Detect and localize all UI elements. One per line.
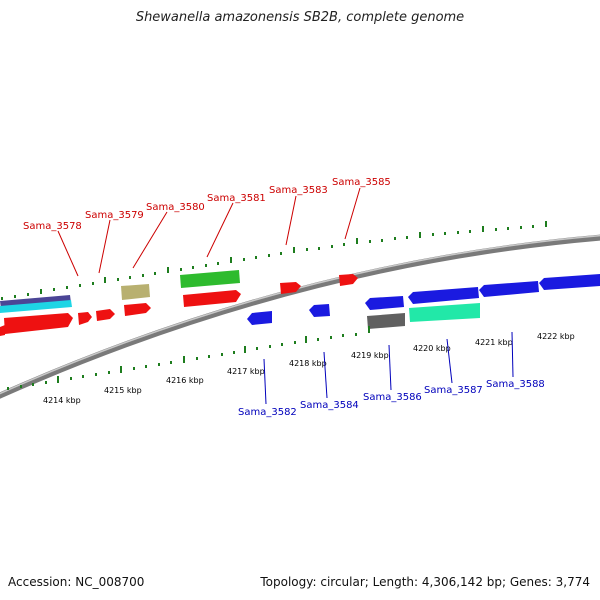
leader-line <box>57 230 79 277</box>
gene-label-sama-3584[interactable]: Sama_3584 <box>300 400 359 411</box>
gene-label-sama-3588[interactable]: Sama_3588 <box>486 379 545 390</box>
kbp-label: 4216 kbp <box>166 376 204 385</box>
gene-arrow[interactable] <box>339 274 358 286</box>
gene-label-sama-3586[interactable]: Sama_3586 <box>363 392 422 403</box>
gene-label-sama-3579[interactable]: Sama_3579 <box>85 210 144 221</box>
gene-label-sama-3582[interactable]: Sama_3582 <box>238 407 297 418</box>
leader-line <box>263 358 267 405</box>
gene-label-sama-3587[interactable]: Sama_3587 <box>424 385 483 396</box>
gene-label-sama-3581[interactable]: Sama_3581 <box>207 193 266 204</box>
gene-arrow[interactable] <box>247 311 272 325</box>
gene-arrow[interactable] <box>280 282 301 294</box>
gene-arrow[interactable] <box>4 313 73 334</box>
leader-line <box>388 344 392 391</box>
genome-summary-text: Topology: circular; Length: 4,306,142 bp… <box>260 575 590 589</box>
gene-label-sama-3580[interactable]: Sama_3580 <box>146 202 205 213</box>
gene-arrow[interactable] <box>0 300 72 313</box>
map-title: Shewanella amazonensis SB2B, complete ge… <box>135 10 465 25</box>
gene-arrow[interactable] <box>367 313 405 329</box>
kbp-label: 4218 kbp <box>289 359 327 368</box>
gene-label-sama-3585[interactable]: Sama_3585 <box>332 177 391 188</box>
leader-line <box>344 187 361 240</box>
gene-arrow[interactable] <box>180 270 240 288</box>
gene-arrow[interactable] <box>479 281 539 297</box>
forward-gene-labels: Sama_3578 Sama_3579 Sama_3580 Sama_3581 … <box>23 177 391 277</box>
kbp-label: 4215 kbp <box>104 386 142 395</box>
forward-genes <box>0 270 358 336</box>
leader-line <box>446 338 453 384</box>
leader-line <box>206 202 234 258</box>
leader-line <box>285 195 297 246</box>
kbp-label: 4221 kbp <box>475 338 513 347</box>
upper-tick-row <box>1 221 547 300</box>
lower-tick-row <box>7 326 370 390</box>
gene-arrow[interactable] <box>408 287 479 304</box>
reverse-gene-labels: Sama_3582 Sama_3584 Sama_3586 Sama_3587 … <box>238 331 545 418</box>
gene-label-sama-3578[interactable]: Sama_3578 <box>23 221 82 232</box>
kbp-label: 4219 kbp <box>351 351 389 360</box>
gene-arrow[interactable] <box>0 325 5 336</box>
kbp-labels: 4214 kbp 4215 kbp 4216 kbp 4217 kbp 4218… <box>43 332 575 405</box>
kbp-label: 4217 kbp <box>227 367 265 376</box>
gene-arrow[interactable] <box>96 309 115 321</box>
leader-line <box>98 219 111 274</box>
gene-arrow[interactable] <box>309 304 330 317</box>
gene-arrow[interactable] <box>409 303 480 322</box>
genome-backbone <box>0 234 600 399</box>
gene-arrow[interactable] <box>121 284 150 300</box>
reverse-genes <box>247 274 600 329</box>
gene-arrow[interactable] <box>78 312 92 325</box>
gene-arrow[interactable] <box>183 290 241 307</box>
gene-arrow[interactable] <box>365 296 404 310</box>
kbp-label: 4222 kbp <box>537 332 575 341</box>
genome-backbone-highlight <box>0 234 600 395</box>
leader-line <box>323 351 328 399</box>
leader-line <box>511 331 514 378</box>
accession-text: Accession: NC_008700 <box>8 575 145 589</box>
gene-arrow[interactable] <box>124 303 151 316</box>
gene-arrow[interactable] <box>539 274 600 290</box>
gene-label-sama-3583[interactable]: Sama_3583 <box>269 185 328 196</box>
kbp-label: 4214 kbp <box>43 396 81 405</box>
leader-line <box>132 211 168 269</box>
kbp-label: 4220 kbp <box>413 344 451 353</box>
